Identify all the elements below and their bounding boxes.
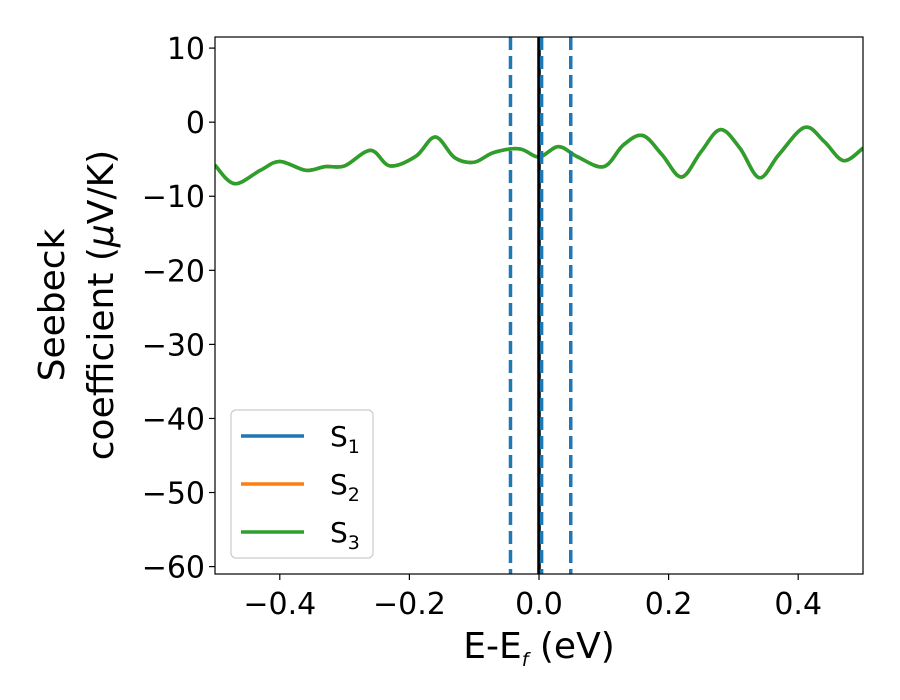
y-axis-label-line2: coefficient (μV/K) <box>81 150 122 460</box>
x-axis: −0.4 −0.2 0.0 0.2 0.4 <box>243 574 822 622</box>
y-axis: 10 0 −10 −20 −30 −40 −50 −60 <box>142 32 215 586</box>
legend-label-s2: S2 <box>330 468 360 506</box>
y-tick-label: −30 <box>142 328 205 363</box>
y-axis-label-line1: Seebeck <box>32 228 73 381</box>
plot-area <box>215 37 863 574</box>
x-tick-label: −0.4 <box>243 587 316 622</box>
y-tick-label: −60 <box>142 551 205 586</box>
y-tick-label: 0 <box>186 106 205 141</box>
x-tick-label: −0.2 <box>373 587 446 622</box>
y-axis-label: Seebeck coefficient (μV/K) <box>32 150 122 460</box>
y-tick-label: −40 <box>142 402 205 437</box>
legend: S1 S2 S3 <box>230 409 374 559</box>
y-tick-label: −50 <box>142 477 205 512</box>
x-tick-label: 0.0 <box>515 587 563 622</box>
legend-label-s3: S3 <box>330 516 360 554</box>
x-tick-label: 0.2 <box>645 587 693 622</box>
x-tick-label: 0.4 <box>774 587 822 622</box>
y-tick-label: −10 <box>142 180 205 215</box>
x-axis-label: E-Ef (eV) <box>463 626 615 671</box>
y-tick-label: −20 <box>142 254 205 289</box>
legend-label-s1: S1 <box>330 420 360 458</box>
y-tick-label: 10 <box>167 32 205 67</box>
series-line-s3 <box>215 125 863 186</box>
